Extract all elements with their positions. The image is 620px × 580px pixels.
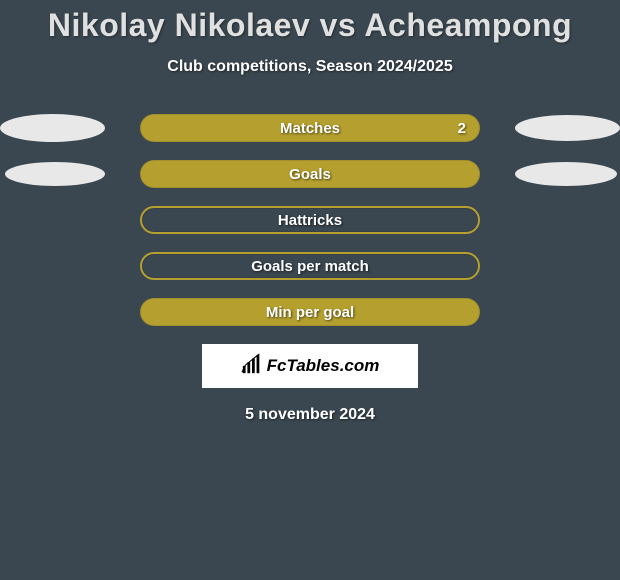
stat-value-right: 2: [458, 120, 466, 137]
stat-row-goals: Goals: [0, 160, 620, 188]
logo-text: FcTables.com: [267, 356, 380, 376]
stat-bar-min-per-goal: Min per goal: [140, 298, 480, 326]
stat-row-min-per-goal: Min per goal: [0, 298, 620, 326]
right-marker-ellipse: [515, 162, 617, 186]
page-title: Nikolay Nikolaev vs Acheampong: [0, 7, 620, 44]
stat-row-hattricks: Hattricks: [0, 206, 620, 234]
stat-bar-hattricks: Hattricks: [140, 206, 480, 234]
date-text: 5 november 2024: [0, 406, 620, 424]
stat-label: Goals: [289, 166, 331, 183]
subtitle: Club competitions, Season 2024/2025: [0, 58, 620, 76]
left-marker-ellipse: [5, 162, 105, 186]
stat-bar-goals-per-match: Goals per match: [140, 252, 480, 280]
logo-box: FcTables.com: [202, 344, 418, 388]
stat-row-matches: Matches 2: [0, 114, 620, 142]
stat-label: Hattricks: [278, 212, 342, 229]
stat-label: Min per goal: [266, 304, 354, 321]
infographic-container: Nikolay Nikolaev vs Acheampong Club comp…: [0, 0, 620, 424]
logo: FcTables.com: [241, 353, 380, 380]
stat-label: Matches: [280, 120, 340, 137]
stat-row-goals-per-match: Goals per match: [0, 252, 620, 280]
right-marker-ellipse: [515, 115, 620, 141]
stat-bar-goals: Goals: [140, 160, 480, 188]
stat-label: Goals per match: [251, 258, 369, 275]
bars-icon: [241, 353, 263, 380]
left-marker-ellipse: [0, 114, 105, 142]
stat-bar-matches: Matches 2: [140, 114, 480, 142]
